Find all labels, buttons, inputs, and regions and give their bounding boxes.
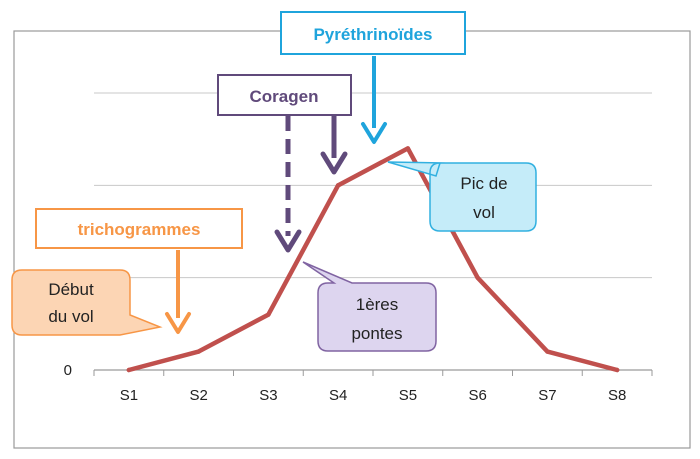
trichogrammes-box [35,208,243,249]
callout-debut-du-vol: Début du vol [11,269,163,336]
annotation-pyrethrinoides: Pyréthrinoïdes [280,11,466,144]
pyrethrinoides-label: Pyréthrinoïdes [313,25,432,44]
data-point-s1 [126,367,132,373]
callout-pontes-line-1: 1ères [356,295,399,314]
callout-debut-shape [11,269,163,336]
callout-pontes-shape [302,261,437,352]
data-point-s6 [475,275,480,280]
tick-labels: S1 S2 S3 S4 S5 S6 S7 S8 0 [64,362,627,404]
callout-premieres-pontes: 1ères pontes [302,261,437,352]
trichogrammes-label: trichogrammes [78,220,201,239]
data-point-s8 [614,367,620,373]
coragen-solid-arrow-head [320,151,348,175]
trichogrammes-arrow-head [165,312,191,334]
pyrethrinoides-box [280,11,466,55]
y-tick-label-0: 0 [64,362,72,379]
series-group [126,146,620,373]
data-point-s5 [405,146,411,151]
data-point-s3 [266,312,271,317]
x-tick-label-s2: S2 [189,387,207,404]
callout-debut-line-2: du vol [48,307,93,326]
x-tick-label-s4: S4 [329,387,347,404]
x-tick-label-s7: S7 [538,387,556,404]
callout-pontes-line-2: pontes [351,324,402,343]
x-tick-label-s1: S1 [120,387,138,404]
x-tick-label-s8: S8 [608,387,626,404]
annotation-coragen: Coragen [217,74,352,253]
callout-debut-line-1: Début [48,280,94,299]
callout-pic-line-1: Pic de [460,174,507,193]
series-line-0 [126,146,620,373]
callout-pic-shape [387,161,537,232]
x-tick-label-s5: S5 [399,387,417,404]
data-point-s4 [335,183,341,188]
coragen-box [217,74,352,116]
x-tick-label-s3: S3 [259,387,277,404]
x-axis [93,369,653,376]
annotation-trichogrammes: trichogrammes [35,208,243,334]
coragen-dashed-arrow-head [274,229,302,253]
coragen-label: Coragen [250,87,319,106]
callout-pic-line-2: vol [473,203,495,222]
x-tick-label-s6: S6 [468,387,486,404]
data-point-s2 [196,349,201,354]
callout-pic-de-vol: Pic de vol [387,161,537,232]
pyrethrinoides-arrow-head [361,122,387,144]
data-point-s7 [545,349,550,354]
